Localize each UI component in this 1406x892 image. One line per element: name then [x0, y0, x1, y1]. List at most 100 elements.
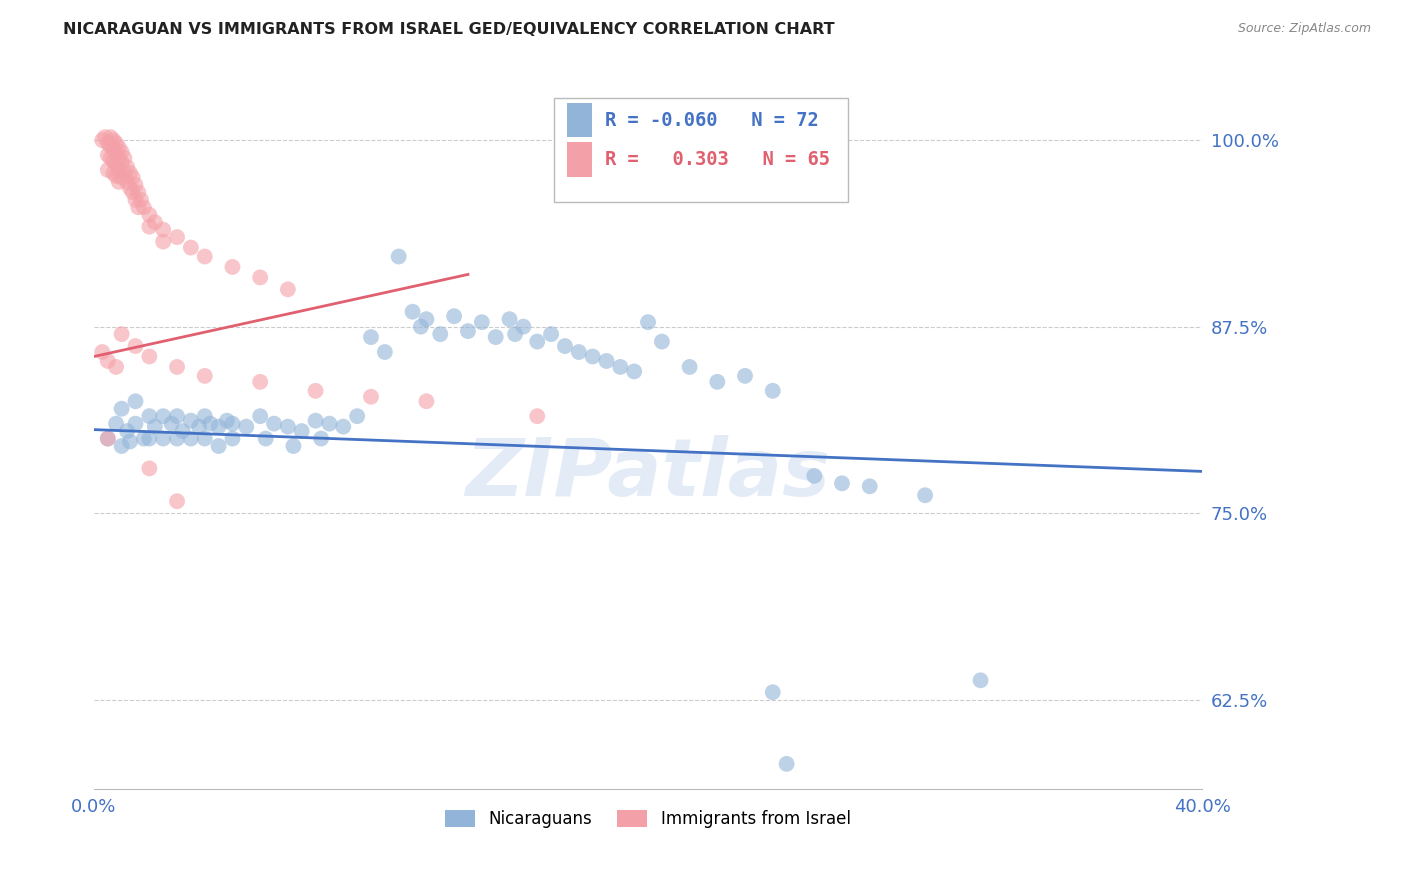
Point [97, 432, 120, 446]
Point [111, 145, 134, 159]
Point [360, 330, 382, 344]
Point [118, 181, 141, 195]
Point [415, 394, 437, 409]
Point [111, 439, 134, 453]
Point [678, 359, 700, 374]
Text: R = -0.060   N = 72: R = -0.060 N = 72 [605, 111, 818, 129]
Point [249, 270, 271, 285]
Point [115, 175, 138, 189]
Point [443, 309, 465, 323]
Point [318, 417, 340, 431]
Point [969, 673, 991, 688]
Point [115, 424, 138, 438]
Point [637, 315, 659, 329]
Point [166, 230, 188, 244]
Point [762, 685, 785, 699]
Point [152, 222, 174, 236]
Point [859, 479, 882, 493]
Point [623, 364, 645, 378]
Point [277, 419, 299, 434]
Point [180, 432, 202, 446]
Point [132, 432, 155, 446]
Point [97, 136, 120, 150]
Point [215, 414, 238, 428]
Text: Source: ZipAtlas.com: Source: ZipAtlas.com [1237, 22, 1371, 36]
Point [194, 409, 217, 424]
Point [118, 166, 141, 180]
Point [112, 151, 135, 165]
Point [762, 384, 785, 398]
Point [582, 350, 605, 364]
Point [152, 432, 174, 446]
Point [103, 166, 125, 180]
Text: ZIPatlas: ZIPatlas [465, 435, 831, 513]
FancyBboxPatch shape [567, 143, 592, 177]
Point [194, 432, 217, 446]
Point [803, 468, 825, 483]
Point [207, 439, 229, 453]
Point [112, 166, 135, 180]
Point [138, 409, 160, 424]
Point [914, 488, 936, 502]
Point [734, 368, 756, 383]
FancyBboxPatch shape [567, 103, 592, 137]
Point [471, 315, 494, 329]
Point [105, 169, 128, 183]
Point [105, 417, 128, 431]
Point [97, 163, 120, 178]
Point [172, 424, 194, 438]
Point [651, 334, 673, 349]
Legend: Nicaraguans, Immigrants from Israel: Nicaraguans, Immigrants from Israel [439, 803, 858, 835]
Text: NICARAGUAN VS IMMIGRANTS FROM ISRAEL GED/EQUIVALENCY CORRELATION CHART: NICARAGUAN VS IMMIGRANTS FROM ISRAEL GED… [63, 22, 835, 37]
Point [143, 215, 166, 229]
Point [115, 160, 138, 174]
Point [124, 193, 146, 207]
Point [103, 154, 125, 169]
Point [105, 145, 128, 159]
Point [304, 384, 326, 398]
Point [108, 163, 131, 178]
Point [503, 327, 526, 342]
Point [127, 200, 149, 214]
Point [180, 414, 202, 428]
Point [263, 417, 285, 431]
Point [143, 419, 166, 434]
Point [221, 432, 243, 446]
Point [512, 319, 534, 334]
Point [283, 439, 305, 453]
Point [166, 494, 188, 508]
Point [194, 250, 217, 264]
Point [152, 409, 174, 424]
Point [94, 130, 117, 145]
Point [105, 136, 128, 150]
Text: R =   0.303   N = 65: R = 0.303 N = 65 [605, 150, 830, 169]
Point [111, 155, 134, 169]
Point [200, 417, 222, 431]
Point [160, 417, 183, 431]
Point [249, 375, 271, 389]
Point [360, 390, 382, 404]
Point [304, 414, 326, 428]
Point [124, 178, 146, 192]
Point [166, 409, 188, 424]
Point [291, 424, 314, 438]
FancyBboxPatch shape [554, 98, 848, 202]
Point [540, 327, 562, 342]
Point [595, 354, 617, 368]
Point [388, 250, 411, 264]
Point [706, 375, 728, 389]
Point [498, 312, 520, 326]
Point [121, 170, 143, 185]
Point [121, 186, 143, 200]
Point [401, 304, 423, 318]
Point [100, 139, 122, 153]
Point [409, 319, 432, 334]
Point [138, 350, 160, 364]
Point [526, 409, 548, 424]
Point [108, 140, 131, 154]
Point [111, 327, 134, 342]
Point [554, 339, 576, 353]
Point [207, 419, 229, 434]
Point [166, 359, 188, 374]
Point [108, 151, 131, 165]
